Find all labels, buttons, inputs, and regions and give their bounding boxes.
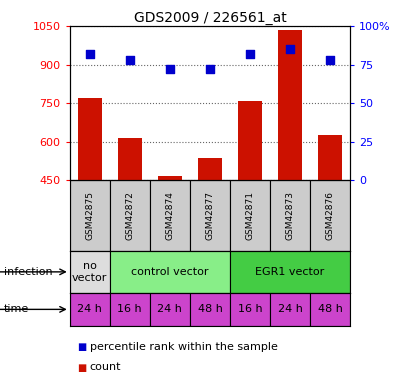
Text: 16 h: 16 h bbox=[238, 304, 262, 314]
Text: GSM42872: GSM42872 bbox=[125, 191, 134, 240]
Text: control vector: control vector bbox=[131, 267, 209, 277]
Text: no
vector: no vector bbox=[72, 261, 107, 283]
Text: GSM42873: GSM42873 bbox=[286, 191, 295, 240]
Text: 24 h: 24 h bbox=[77, 304, 102, 314]
Bar bbox=[110, 292, 150, 326]
Text: 48 h: 48 h bbox=[197, 304, 222, 314]
Text: GSM42877: GSM42877 bbox=[205, 191, 215, 240]
Bar bbox=[230, 292, 270, 326]
Text: GSM42875: GSM42875 bbox=[85, 191, 94, 240]
Point bbox=[167, 66, 173, 72]
Bar bbox=[310, 292, 350, 326]
Point bbox=[247, 51, 253, 57]
Text: 24 h: 24 h bbox=[278, 304, 302, 314]
Text: 24 h: 24 h bbox=[158, 304, 182, 314]
Text: 48 h: 48 h bbox=[318, 304, 343, 314]
Bar bbox=[118, 138, 142, 180]
Bar bbox=[190, 180, 230, 251]
Point bbox=[207, 66, 213, 72]
Bar bbox=[230, 180, 270, 251]
Point bbox=[287, 46, 293, 53]
Bar bbox=[310, 180, 350, 251]
Text: infection: infection bbox=[4, 267, 53, 277]
Bar bbox=[70, 251, 110, 292]
Point bbox=[327, 57, 334, 63]
Bar bbox=[198, 158, 222, 180]
Text: time: time bbox=[4, 304, 29, 314]
Bar bbox=[270, 292, 310, 326]
Bar bbox=[70, 180, 110, 251]
Bar bbox=[230, 251, 350, 292]
Text: GSM42874: GSM42874 bbox=[165, 191, 174, 240]
Bar bbox=[150, 292, 190, 326]
Point bbox=[86, 51, 93, 57]
Bar bbox=[238, 100, 262, 180]
Bar bbox=[158, 176, 182, 180]
Text: EGR1 vector: EGR1 vector bbox=[256, 267, 325, 277]
Text: 16 h: 16 h bbox=[117, 304, 142, 314]
Text: count: count bbox=[90, 363, 121, 372]
Bar bbox=[270, 180, 310, 251]
Bar bbox=[150, 180, 190, 251]
Bar bbox=[70, 292, 110, 326]
Text: ■: ■ bbox=[78, 363, 87, 372]
Bar bbox=[110, 180, 150, 251]
Bar bbox=[78, 98, 102, 180]
Bar bbox=[278, 30, 302, 180]
Text: GSM42871: GSM42871 bbox=[246, 191, 255, 240]
Point bbox=[127, 57, 133, 63]
Title: GDS2009 / 226561_at: GDS2009 / 226561_at bbox=[134, 11, 286, 25]
Text: percentile rank within the sample: percentile rank within the sample bbox=[90, 342, 277, 352]
Text: ■: ■ bbox=[78, 342, 87, 352]
Bar bbox=[110, 251, 230, 292]
Text: GSM42876: GSM42876 bbox=[326, 191, 335, 240]
Bar bbox=[318, 135, 342, 180]
Bar bbox=[190, 292, 230, 326]
